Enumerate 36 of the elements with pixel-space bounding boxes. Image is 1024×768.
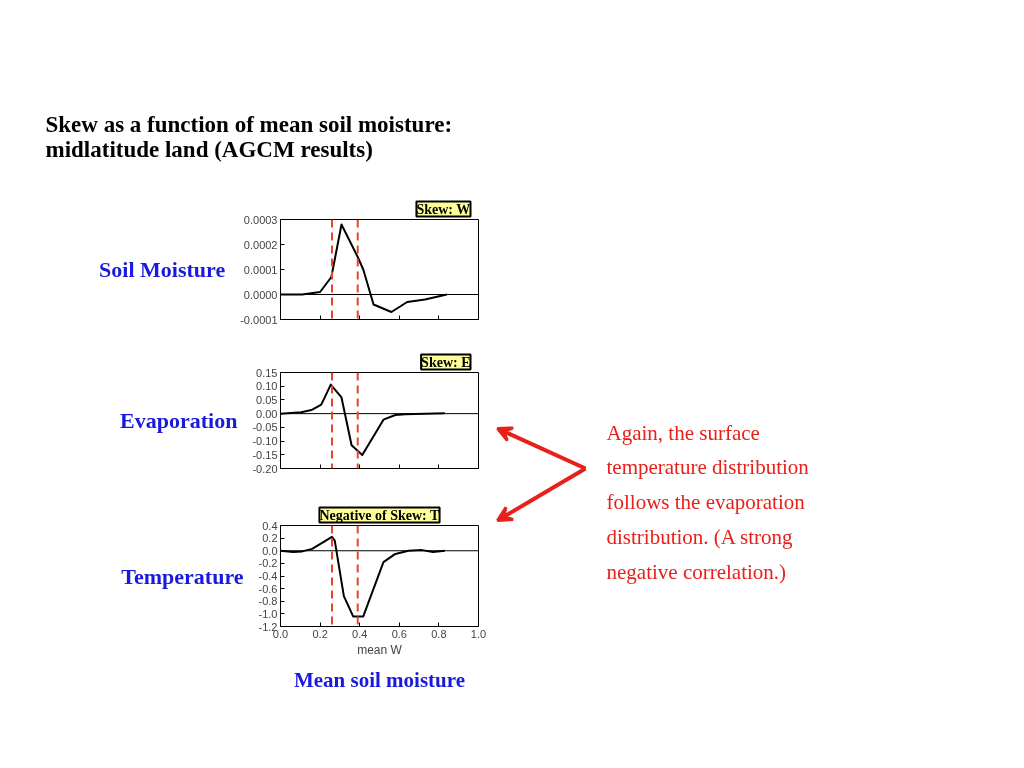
- x-tick-label: 0.6: [391, 627, 407, 640]
- text: Negative of Skew: T: [319, 507, 440, 523]
- y-tick-label: -0.0001: [240, 313, 278, 326]
- y-axis-title: Evaporation: [120, 408, 238, 433]
- text: Skew: W: [416, 201, 471, 217]
- y-tick-label: 0.0000: [243, 288, 278, 301]
- y-tick-label: 0.2: [262, 532, 278, 545]
- y-tick-label: 0.15: [256, 366, 278, 379]
- y-axis-title: Temperature: [121, 563, 244, 589]
- y-tick-label: 0.05: [256, 393, 278, 406]
- y-tick-label: -0.10: [252, 435, 278, 448]
- y-tick-label: -0.15: [252, 448, 278, 461]
- x-tick-label: 0.2: [312, 627, 328, 640]
- y-tick-label: 0.10: [256, 380, 278, 393]
- y-tick-label: 0.0001: [243, 263, 278, 276]
- text: Mean soil moisture: [293, 667, 466, 692]
- x-tick-label: 0.4: [352, 627, 368, 640]
- y-tick-label: -0.2: [258, 557, 278, 570]
- text: Again, the surface temperature distribution follows the evaporation distribution. (A strong negative correlation.): [606, 420, 810, 584]
- y-axis-title: Soil Moisture: [99, 257, 226, 282]
- text: Skew: E: [421, 354, 471, 370]
- x-tick-label: 1.0: [470, 627, 487, 640]
- y-tick-label: -0.6: [258, 582, 278, 595]
- y-tick-label: 0.4: [262, 519, 278, 532]
- y-tick-label: 0.0003: [243, 213, 278, 226]
- y-tick-label: -0.4: [258, 570, 278, 582]
- y-tick-label: -1.0: [258, 607, 278, 620]
- chart-title: Skew as a function of mean soil moisture: midlatitude land (AGCM results): [45, 111, 453, 162]
- x-tick-label: 0.8: [431, 627, 447, 640]
- x-axis-title: mean W: [357, 642, 403, 657]
- y-tick-label: -0.8: [258, 595, 278, 608]
- y-tick-label: 0.0002: [243, 238, 278, 251]
- y-tick-label: -0.20: [252, 462, 278, 475]
- y-tick-label: -0.05: [252, 421, 278, 434]
- y-tick-label: 0.0: [262, 544, 278, 557]
- y-tick-label: 0.00: [256, 407, 278, 420]
